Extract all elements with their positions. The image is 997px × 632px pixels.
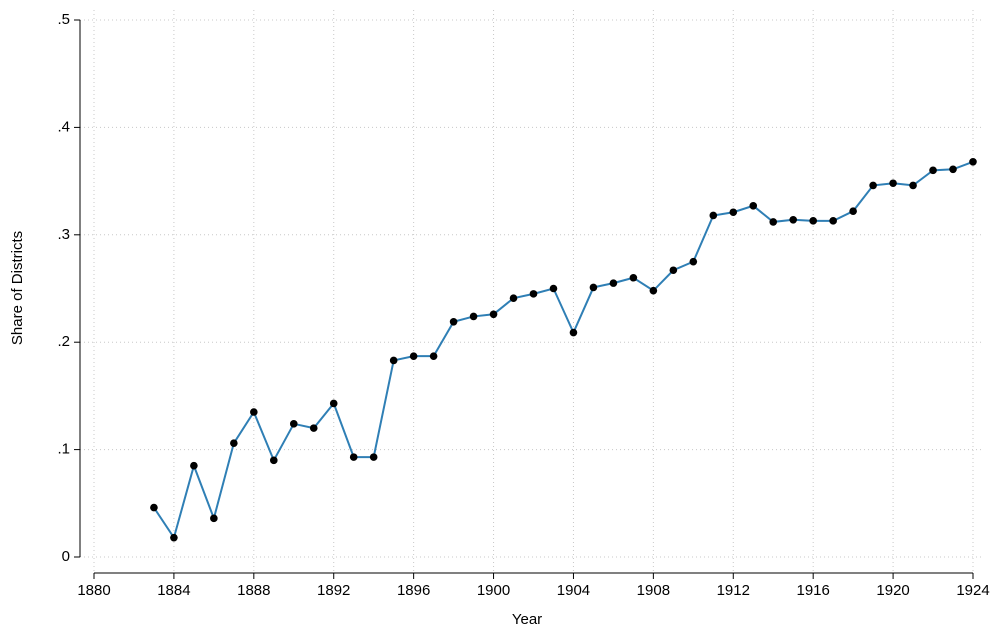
x-tick-label: 1880: [77, 582, 110, 599]
marker: [309, 424, 318, 432]
y-tick-label: .1: [57, 441, 70, 458]
y-axis-label: Share of Districts: [9, 231, 26, 345]
marker: [929, 166, 937, 175]
marker: [869, 181, 877, 190]
marker: [589, 283, 598, 292]
marker: [269, 456, 278, 465]
marker: [210, 514, 218, 523]
marker: [889, 179, 897, 188]
y-tick-label: .5: [57, 11, 70, 28]
marker: [569, 328, 578, 337]
y-tick-label: .2: [57, 333, 70, 350]
x-tick-label: 1900: [477, 582, 510, 599]
marker: [649, 286, 658, 295]
x-axis-label: Year: [512, 611, 542, 628]
marker: [949, 165, 957, 174]
marker: [349, 453, 358, 461]
x-tick-label: 1924: [956, 582, 989, 599]
marker: [509, 294, 518, 302]
marker: [230, 439, 238, 447]
marker: [709, 211, 718, 220]
marker: [809, 217, 817, 225]
marker: [729, 208, 738, 217]
y-tick-label: .4: [57, 118, 70, 135]
marker: [369, 453, 378, 461]
marker: [469, 312, 478, 321]
y-tick-label: .3: [57, 226, 70, 243]
y-tick-label: 0: [62, 548, 70, 565]
marker: [829, 217, 837, 225]
marker: [969, 157, 977, 166]
marker: [769, 218, 778, 226]
marker: [689, 257, 698, 266]
marker: [449, 317, 458, 326]
marker: [190, 461, 198, 470]
x-tick-label: 1888: [237, 582, 270, 599]
marker: [289, 420, 298, 428]
marker: [150, 503, 158, 512]
x-tick-label: 1908: [637, 582, 670, 599]
line: [153, 160, 974, 541]
x-tick-label: 1904: [557, 582, 590, 599]
marker: [429, 352, 438, 360]
x-tick-label: 1912: [717, 582, 750, 599]
x-tick-label: 1884: [157, 582, 190, 599]
x-tick-label: 1920: [876, 582, 909, 599]
marker: [329, 399, 338, 408]
marker: [789, 215, 798, 224]
marker: [389, 356, 398, 365]
marker: [669, 266, 678, 275]
x-tick-label: 1916: [796, 582, 829, 599]
marker: [489, 310, 498, 319]
marker: [909, 181, 917, 190]
marker: [549, 284, 558, 293]
marker: [529, 290, 538, 298]
marker: [749, 202, 758, 210]
marker: [849, 207, 857, 215]
x-tick-label: 1896: [397, 582, 430, 599]
marker: [629, 273, 638, 282]
marker: [170, 533, 178, 542]
marker: [250, 408, 258, 416]
marker: [409, 352, 418, 360]
x-tick-label: 1892: [317, 582, 350, 599]
marker: [609, 279, 618, 287]
